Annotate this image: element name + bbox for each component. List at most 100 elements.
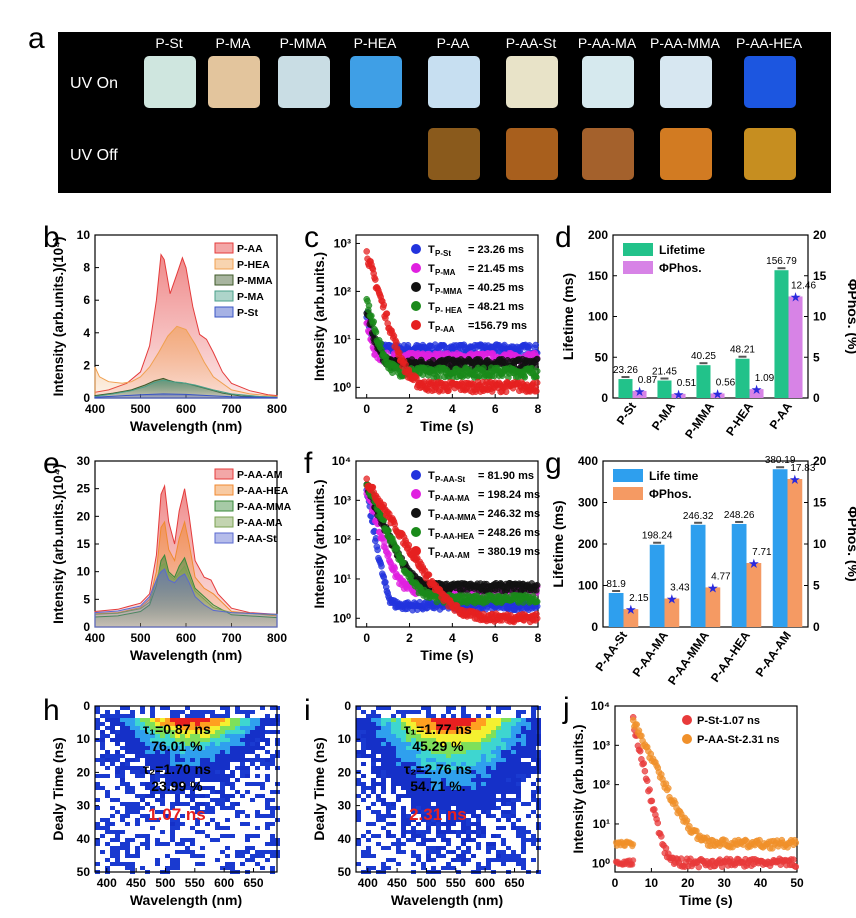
heatmap-cell (461, 754, 466, 758)
heatmap-cell (205, 838, 210, 842)
heatmap-cell (100, 726, 105, 730)
heatmap-cell (240, 730, 245, 734)
bar-lifetime (735, 358, 750, 398)
heatmap-cell (240, 866, 245, 870)
heatmap-cell (130, 750, 135, 754)
heatmap-cell (471, 750, 476, 754)
heatmap-cell (270, 710, 275, 714)
heatmap-cell (245, 758, 250, 762)
heatmap-cell (230, 842, 235, 846)
heatmap-cell (250, 746, 255, 750)
y-tick-label: 20 (77, 509, 91, 523)
heatmap-cell (115, 810, 120, 814)
legend-value: = 21.45 ms (468, 263, 524, 275)
heatmap-cell (160, 826, 165, 830)
data-point (363, 475, 370, 483)
heatmap-cell (125, 710, 130, 714)
data-point (363, 248, 370, 255)
row-label-uv-on: UV On (70, 75, 118, 92)
heatmap-cell (260, 810, 265, 814)
heatmap-cell (411, 794, 416, 798)
heatmap-cell (220, 818, 225, 822)
heatmap-cell (100, 838, 105, 842)
heatmap-cell (270, 750, 275, 754)
heatmap-cell (115, 826, 120, 830)
legend-swatch (214, 516, 234, 528)
y-axis-label: Lifetime (ms) (550, 500, 566, 587)
heatmap-cell (401, 710, 406, 714)
heatmap-cell (230, 802, 235, 806)
heatmap-cell (115, 862, 120, 866)
heatmap-cell (396, 746, 401, 750)
bar2-value-label: 0.51 (677, 378, 697, 389)
heatmap-cell (521, 758, 526, 762)
heatmap-cell (471, 742, 476, 746)
x-tick-label: 500 (130, 631, 150, 645)
heatmap-cell (260, 718, 265, 722)
heatmap-cell (110, 846, 115, 850)
heatmap-cell (396, 770, 401, 774)
heatmap-cell (225, 730, 230, 734)
heatmap-cell (511, 722, 516, 726)
heatmap-cell (366, 786, 371, 790)
heatmap-cell (130, 806, 135, 810)
heatmap-cell (125, 842, 130, 846)
heatmap-cell (140, 742, 145, 746)
y-tick-label: 20 (77, 765, 91, 779)
heatmap-cell (250, 846, 255, 850)
heatmap-cell (130, 766, 135, 770)
heatmap-cell (496, 770, 501, 774)
heatmap-cell (110, 710, 115, 714)
heatmap-cell (155, 710, 160, 714)
heatmap-cell (240, 734, 245, 738)
heatmap-cell (220, 782, 225, 786)
heatmap-cell (125, 762, 130, 766)
heatmap-cell (265, 802, 270, 806)
heatmap-cell (130, 810, 135, 814)
heatmap-cell (115, 726, 120, 730)
heatmap-cell (255, 862, 260, 866)
heatmap-cell (501, 726, 506, 730)
heatmap-cell (401, 742, 406, 746)
heatmap-cell (100, 790, 105, 794)
heatmap-cell (501, 714, 506, 718)
data-point (533, 387, 540, 395)
heatmap-cell (255, 834, 260, 838)
heatmap-cell (260, 850, 265, 854)
heatmap-cell (265, 846, 270, 850)
heatmap-cell (235, 838, 240, 842)
heatmap-cell (381, 730, 386, 734)
heatmap-cell (230, 746, 235, 750)
heatmap-cell (140, 810, 145, 814)
heatmap-cell (516, 750, 521, 754)
heatmap-cell (456, 794, 461, 798)
heatmap-cell (506, 714, 511, 718)
heatmap-cell (386, 722, 391, 726)
y-tick-label: 400 (578, 454, 598, 468)
heatmap-cell (255, 730, 260, 734)
heatmap-cell (215, 718, 220, 722)
heatmap-cell (130, 746, 135, 750)
heatmap-cell (140, 786, 145, 790)
heatmap-cell (105, 802, 110, 806)
heatmap-cell (235, 782, 240, 786)
heatmap-cell (100, 846, 105, 850)
heatmap-cell (200, 858, 205, 862)
heatmap-cell (145, 710, 150, 714)
heatmap-cell (225, 790, 230, 794)
heatmap-cell (125, 722, 130, 726)
heatmap-cell (270, 814, 275, 818)
heatmap-cell (110, 730, 115, 734)
heatmap-cell (105, 778, 110, 782)
heatmap-cell (250, 774, 255, 778)
bar-lifetime (618, 379, 633, 398)
heatmap-cell (486, 750, 491, 754)
y-tick-label: 10⁰ (333, 380, 351, 394)
heatmap-cell (205, 714, 210, 718)
heatmap-cell (371, 766, 376, 770)
heatmap-cell (260, 806, 265, 810)
heatmap-cell (506, 754, 511, 758)
heatmap-cell (240, 830, 245, 834)
heatmap-cell (260, 794, 265, 798)
